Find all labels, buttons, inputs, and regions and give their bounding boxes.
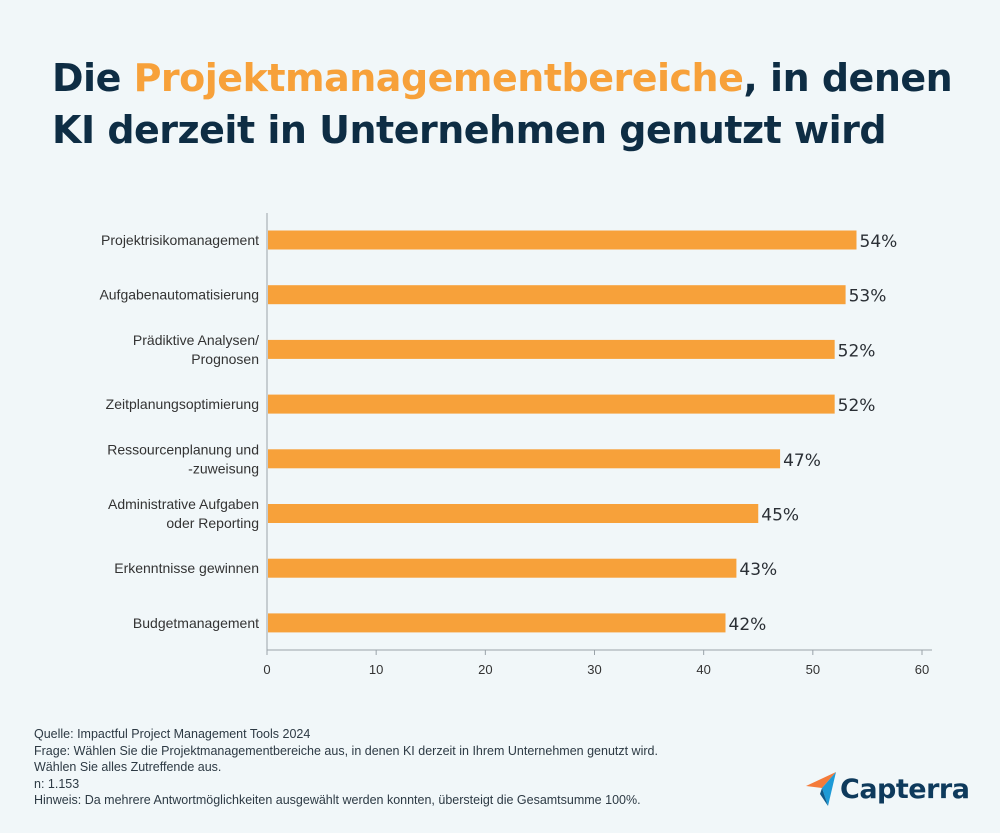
x-tick-label: 40 (696, 662, 710, 677)
hint-note: Hinweis: Da mehrere Antwortmöglichkeiten… (34, 793, 641, 807)
data-label: 53% (849, 287, 887, 307)
category-label: Projektrisikomanagement (101, 232, 259, 248)
x-tick-label: 30 (587, 662, 601, 677)
category-label: Prädiktive Analysen/ (133, 332, 259, 348)
bar (268, 230, 857, 250)
x-tick-label: 20 (478, 662, 492, 677)
category-label: Administrative Aufgaben (108, 496, 259, 512)
bar (268, 339, 835, 359)
data-label: 54% (860, 232, 898, 252)
category-label: oder Reporting (166, 515, 259, 531)
category-label: Aufgabenautomatisierung (99, 287, 259, 303)
bar-chart: 0 10 20 30 40 50 60 54% Projektrisikomanagement 5… (99, 213, 932, 677)
bar (268, 613, 726, 633)
data-label: 52% (838, 396, 876, 416)
category-label: Budgetmanagement (133, 615, 259, 631)
title-highlight: Projektmanagementbereiche (133, 56, 744, 100)
x-tick-label: 50 (806, 662, 820, 677)
x-tick-label: 10 (369, 662, 383, 677)
category-label: -zuweisung (188, 460, 259, 476)
source-note: Quelle: Impactful Project Management Too… (34, 727, 311, 741)
x-tick-label: 0 (263, 662, 270, 677)
bar (268, 449, 781, 469)
data-label: 43% (739, 560, 777, 580)
category-label: Zeitplanungsoptimierung (106, 396, 259, 412)
sample-size: n: 1.153 (34, 776, 80, 791)
question-note: Frage: Wählen Sie die Projektmanagementb… (34, 743, 658, 758)
data-label: 47% (783, 451, 821, 471)
bar (268, 558, 737, 578)
data-label: 45% (761, 506, 799, 526)
bar (268, 285, 846, 305)
capterra-logo: Capterra (806, 772, 970, 806)
capterra-logo-icon (806, 772, 836, 806)
data-label: 42% (729, 615, 767, 635)
bar (268, 394, 835, 414)
bar (268, 504, 759, 523)
data-label: 52% (838, 341, 876, 361)
category-label: Ressourcenplanung und (107, 441, 259, 457)
category-label: Prognosen (191, 351, 259, 367)
chart-title: Die Projektmanagementbereiche, in denen K… (52, 56, 953, 152)
x-tick-label: 60 (915, 662, 929, 677)
footnotes: Quelle: Impactful Project Management Too… (34, 726, 658, 809)
category-label: Erkenntnisse gewinnen (114, 560, 259, 576)
question-note-2: Wählen Sie alles Zutreffende aus. (34, 760, 222, 774)
